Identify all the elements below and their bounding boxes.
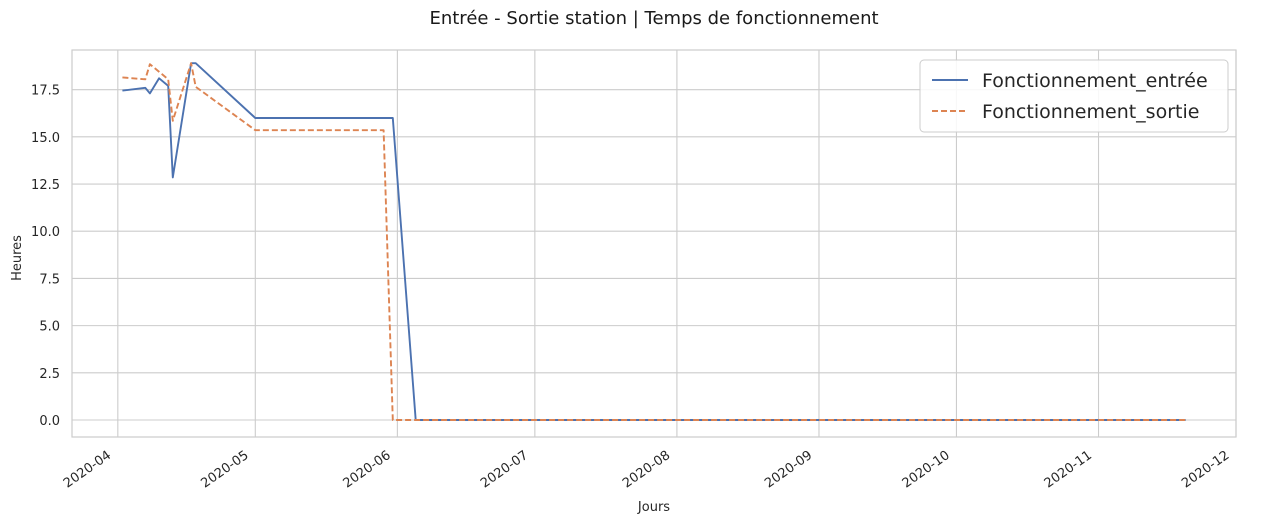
x-axis-label: Jours (637, 500, 670, 515)
plot-frame (71, 49, 1237, 438)
x-tick-label: 2020-12 (1179, 448, 1232, 491)
series-line (122, 62, 1186, 421)
y-tick-label: 15.0 (31, 131, 60, 146)
x-tick-label: 2020-06 (341, 448, 394, 491)
legend-box (919, 59, 1229, 133)
y-axis-label: Heures (10, 235, 25, 281)
x-tick-label: 2020-07 (478, 448, 531, 491)
y-tick-label: 2.5 (39, 367, 60, 382)
x-tick-label: 2020-08 (620, 448, 673, 491)
y-tick-label: 7.5 (39, 272, 60, 287)
x-tick-label: 2020-05 (198, 448, 251, 491)
x-tick-label: 2020-04 (61, 448, 114, 491)
y-tick-label: 17.5 (31, 84, 60, 99)
x-tick-label: 2020-10 (900, 448, 953, 491)
x-tick-label: 2020-09 (762, 448, 815, 491)
chart-title: Entrée - Sortie station | Temps de fonct… (429, 8, 878, 29)
x-tick-label: 2020-11 (1042, 448, 1095, 491)
y-tick-label: 0.0 (39, 414, 60, 429)
y-tick-label: 10.0 (31, 225, 60, 240)
y-tick-label: 5.0 (39, 320, 60, 335)
legend-entry: Fonctionnement_sortie (982, 101, 1199, 123)
series-line (122, 62, 1186, 421)
legend-entry: Fonctionnement_entrée (982, 70, 1208, 92)
plot-area: 0.0 2.5 5.0 7.5 10.0 12.5 15.0 17.5 2020-04 2020-… (31, 49, 1237, 491)
y-tick-label: 12.5 (31, 178, 60, 193)
